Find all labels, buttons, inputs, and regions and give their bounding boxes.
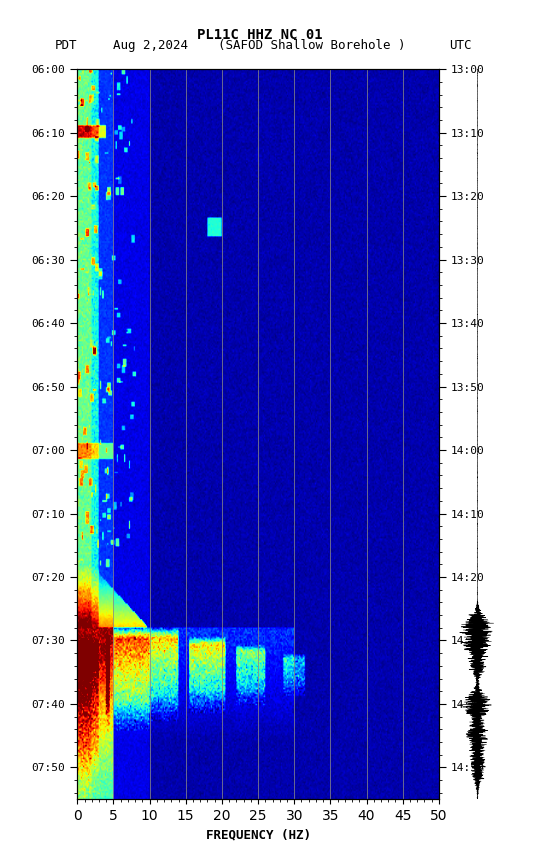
- Text: PL11C HHZ NC 01: PL11C HHZ NC 01: [197, 28, 322, 41]
- Text: Aug 2,2024    (SAFOD Shallow Borehole ): Aug 2,2024 (SAFOD Shallow Borehole ): [113, 39, 406, 52]
- X-axis label: FREQUENCY (HZ): FREQUENCY (HZ): [205, 829, 311, 842]
- Text: UTC: UTC: [449, 39, 472, 52]
- Text: PDT: PDT: [55, 39, 78, 52]
